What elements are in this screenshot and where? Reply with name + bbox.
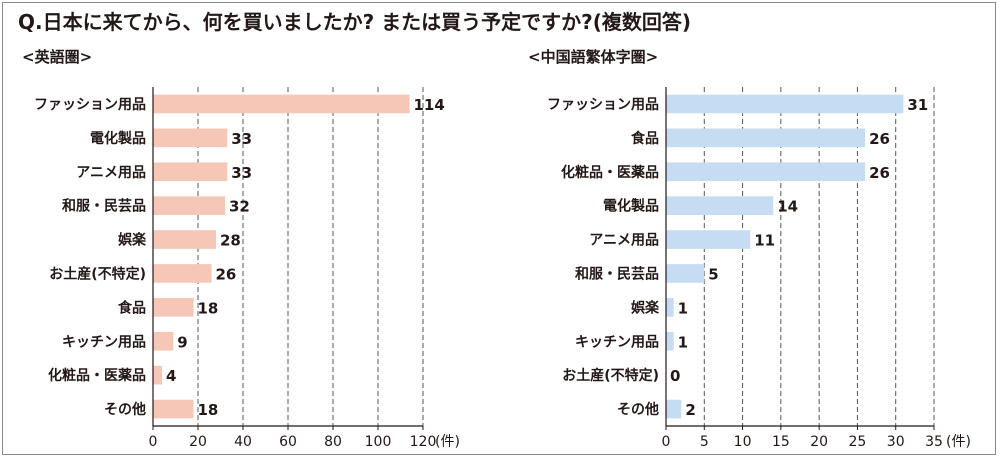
- english-category-label: 電化製品: [90, 130, 146, 147]
- chinese-tick-label: 10: [734, 434, 752, 450]
- chinese-bar: [666, 399, 682, 419]
- chart-subtitle-english: <英語圏>: [22, 48, 93, 66]
- chinese-value-label: 26: [869, 130, 890, 148]
- english-category-label: 食品: [118, 299, 146, 316]
- english-bar: [153, 196, 225, 215]
- english-value-label: 33: [231, 164, 252, 182]
- chinese-value-label: 2: [685, 401, 695, 419]
- chinese-tick-label: 20: [810, 434, 828, 450]
- english-bar: [153, 365, 162, 385]
- english-bar: [153, 94, 410, 114]
- chinese-tick-label: 0: [662, 434, 671, 450]
- chinese-value-label: 14: [777, 198, 798, 216]
- chinese-category-label: 食品: [631, 130, 659, 147]
- english-bar: [153, 230, 216, 249]
- english-tick-label: 40: [234, 434, 252, 450]
- chinese-category-label: その他: [617, 401, 659, 418]
- english-value-label: 18: [198, 401, 219, 419]
- chinese-bar: [666, 94, 904, 114]
- chinese-bar: [666, 331, 674, 351]
- english-value-label: 18: [198, 299, 219, 317]
- chinese-unit-label: (件): [946, 434, 971, 450]
- chinese-bar: [666, 298, 674, 317]
- chinese-value-label: 31: [907, 96, 928, 114]
- english-bar: [153, 331, 174, 351]
- chinese-bar: [666, 128, 866, 148]
- english-value-label: 33: [231, 130, 252, 148]
- english-value-label: 114: [414, 96, 445, 114]
- chinese-tick-label: 5: [700, 434, 709, 450]
- english-category-label: 和服・民芸品: [62, 198, 146, 215]
- chinese-tick-label: 35: [925, 434, 943, 450]
- chinese-category-label: 娯楽: [631, 299, 660, 316]
- english-tick-label: 20: [189, 434, 207, 450]
- english-bar-chart: ファッション用品 114 電化製品 33 アニメ用品 33 和服・民芸品 32 娯楽 28 お土産(…: [34, 87, 460, 450]
- english-value-label: 28: [220, 232, 241, 250]
- english-category-label: 化粧品・医薬品: [48, 367, 146, 384]
- chinese-category-label: 化粧品・医薬品: [561, 164, 659, 181]
- english-tick-label: 0: [149, 434, 158, 450]
- english-value-label: 9: [177, 333, 187, 351]
- english-category-label: ファッション用品: [34, 97, 146, 113]
- english-category-label: 娯楽: [118, 232, 147, 249]
- chinese-category-label: ファッション用品: [547, 97, 659, 113]
- english-value-label: 26: [216, 265, 237, 283]
- english-tick-label: 100: [365, 434, 392, 450]
- chinese-category-label: アニメ用品: [589, 233, 659, 249]
- english-bar: [153, 298, 194, 317]
- chinese-value-label: 5: [708, 265, 718, 283]
- chinese-tick-label: 25: [849, 434, 867, 450]
- english-tick-label: 120: [410, 434, 437, 450]
- chart-title: Q.日本に来てから、何を買いましたか? または買う予定ですか?(複数回答): [18, 10, 692, 34]
- chinese-bar: [666, 230, 751, 249]
- english-bar: [153, 264, 212, 283]
- chinese-category-label: 電化製品: [603, 198, 659, 215]
- english-tick-label: 60: [279, 434, 297, 450]
- chinese-value-label: 0: [670, 367, 680, 385]
- english-category-label: アニメ用品: [76, 165, 146, 181]
- chinese-value-label: 26: [869, 164, 890, 182]
- chinese-tick-label: 15: [772, 434, 790, 450]
- english-unit-label: (件): [435, 434, 460, 450]
- english-bar: [153, 399, 194, 419]
- english-category-label: お土産(不特定): [49, 265, 146, 282]
- chinese-value-label: 11: [754, 232, 775, 250]
- chinese-category-label: 和服・民芸品: [575, 265, 659, 282]
- chinese-bar: [666, 264, 705, 283]
- chinese-tick-label: 30: [887, 434, 905, 450]
- chinese-bar: [666, 196, 774, 215]
- chinese-bar: [666, 162, 866, 182]
- chinese-value-label: 1: [678, 299, 688, 317]
- english-category-label: その他: [104, 401, 146, 418]
- chinese-category-label: お土産(不特定): [562, 367, 659, 384]
- english-category-label: キッチン用品: [62, 334, 146, 350]
- english-value-label: 32: [229, 198, 250, 216]
- chinese-category-label: キッチン用品: [575, 334, 659, 350]
- chinese-value-label: 1: [678, 333, 688, 351]
- english-value-label: 4: [166, 367, 176, 385]
- english-bar: [153, 162, 228, 182]
- english-tick-label: 80: [324, 434, 342, 450]
- english-bar: [153, 128, 228, 148]
- chart-subtitle-chinese: <中国語繁体字圏>: [528, 48, 659, 66]
